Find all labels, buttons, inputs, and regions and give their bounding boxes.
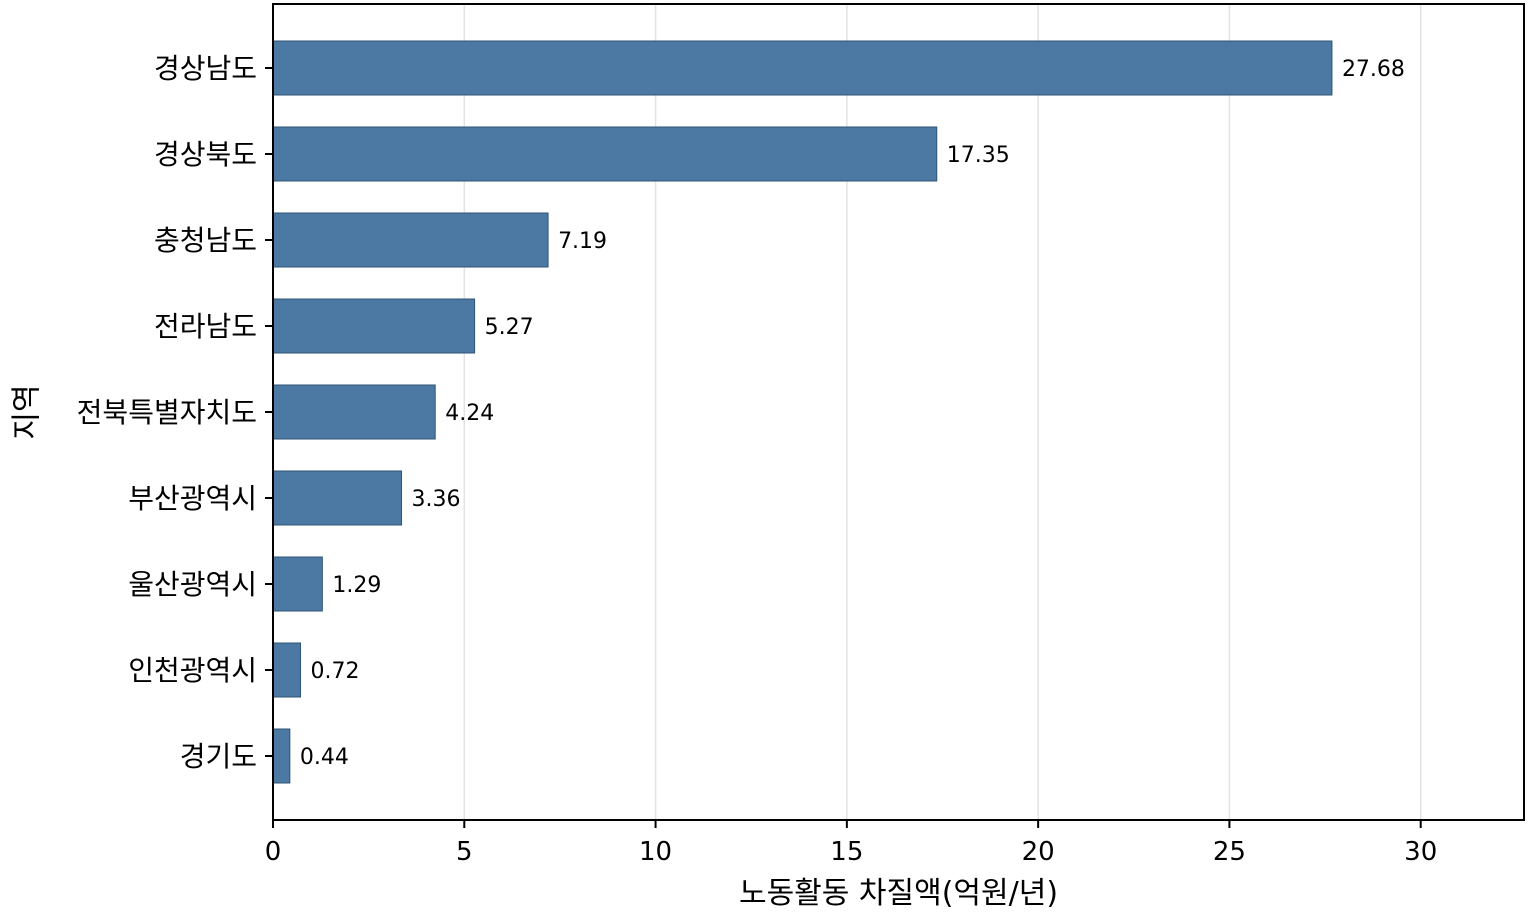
data-label: 5.27 bbox=[485, 315, 534, 340]
bar bbox=[272, 40, 1333, 96]
category-label: 부산광역시 bbox=[128, 482, 257, 515]
x-tick-label: 20 bbox=[1022, 837, 1055, 867]
bar bbox=[272, 298, 476, 354]
x-tick-label: 5 bbox=[456, 837, 473, 867]
y-axis-title: 지역 bbox=[10, 384, 45, 439]
x-tick-label: 30 bbox=[1404, 837, 1437, 867]
category-label: 전북특별자치도 bbox=[77, 396, 257, 429]
x-tick-label: 25 bbox=[1213, 837, 1246, 867]
data-label: 1.29 bbox=[332, 573, 381, 598]
bar bbox=[272, 470, 403, 526]
category-label: 경기도 bbox=[180, 740, 257, 773]
bar bbox=[272, 556, 323, 612]
bar bbox=[272, 384, 436, 440]
bar bbox=[272, 642, 302, 698]
gridlines bbox=[463, 4, 1422, 820]
data-label: 7.19 bbox=[558, 229, 607, 254]
plot-frame bbox=[272, 3, 1525, 821]
x-tick-label: 0 bbox=[265, 837, 282, 867]
data-label: 0.72 bbox=[311, 659, 360, 684]
data-label: 0.44 bbox=[300, 745, 349, 770]
category-label: 울산광역시 bbox=[128, 568, 257, 601]
data-label: 3.36 bbox=[412, 487, 461, 512]
x-tick-label: 10 bbox=[639, 837, 672, 867]
x-tick-label: 15 bbox=[830, 837, 863, 867]
category-label: 경상남도 bbox=[154, 52, 257, 85]
x-axis-title: 노동활동 차질액(억원/년) bbox=[739, 876, 1058, 911]
bars bbox=[272, 40, 1333, 784]
category-label: 경상북도 bbox=[154, 138, 257, 171]
category-label: 전라남도 bbox=[154, 310, 257, 343]
data-label: 17.35 bbox=[947, 143, 1010, 168]
data-label: 27.68 bbox=[1342, 57, 1405, 82]
bar bbox=[272, 126, 938, 182]
data-label: 4.24 bbox=[445, 401, 494, 426]
category-label: 충청남도 bbox=[154, 224, 257, 257]
bar bbox=[272, 212, 549, 268]
x-axis-ticks: 0 5 10 15 20 25 30 bbox=[265, 820, 1437, 867]
data-labels: 27.68 17.35 7.19 5.27 4.24 3.36 1.29 0.72 0.44 bbox=[300, 57, 1405, 770]
category-labels: 경상남도경상북도충청남도전라남도전북특별자치도부산광역시울산광역시인천광역시경기… bbox=[77, 52, 273, 773]
category-label: 인천광역시 bbox=[128, 654, 257, 687]
bar bbox=[272, 728, 291, 784]
